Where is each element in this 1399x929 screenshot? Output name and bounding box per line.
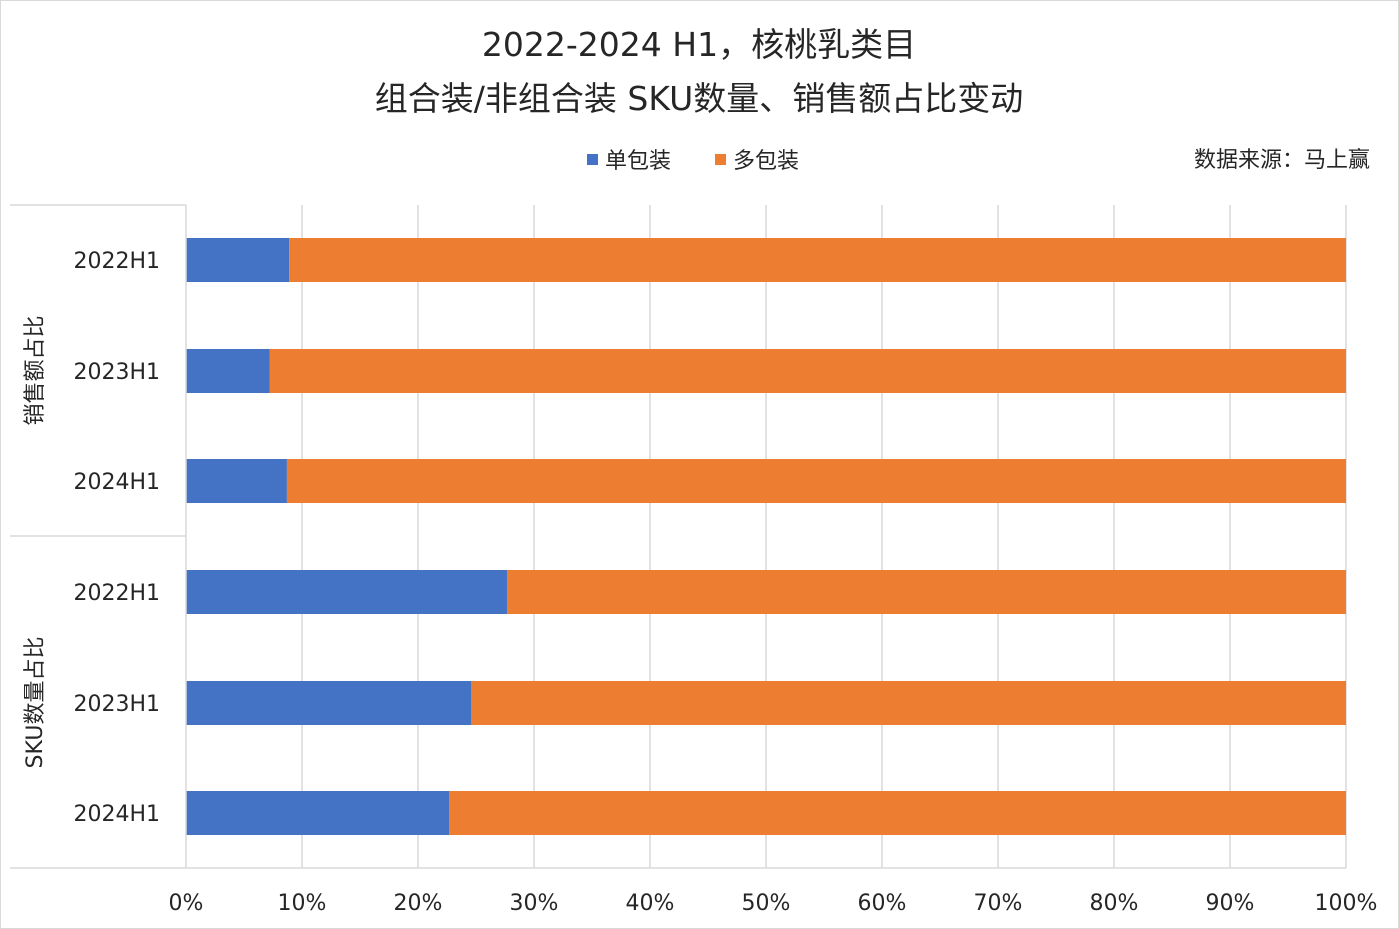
legend-swatch	[587, 154, 598, 165]
category-label: 2022H1	[73, 581, 160, 606]
bar-multi-pack	[286, 459, 1346, 503]
x-tick-label: 50%	[742, 891, 791, 916]
category-label: 2024H1	[73, 802, 160, 827]
x-tick-label: 10%	[278, 891, 327, 916]
axes: 0% 10% 20% 30% 40% 50% 60% 70% 80% 90% 100% 销售额占比 20…	[10, 204, 1378, 916]
legend-label: 单包装	[605, 149, 671, 174]
bar-single-pack	[186, 791, 450, 835]
bar-single-pack	[186, 681, 472, 725]
legend-swatch	[715, 154, 726, 165]
x-tick-label: 100%	[1315, 891, 1378, 916]
group-label: 销售额占比	[23, 315, 48, 425]
bar-multi-pack	[449, 791, 1346, 835]
bar-single-pack	[186, 349, 270, 393]
chart-title-line2: 组合装/非组合装 SKU数量、销售额占比变动	[375, 79, 1023, 118]
x-tick-label: 20%	[394, 891, 443, 916]
bar-single-pack	[186, 238, 290, 282]
bar-multi-pack	[471, 681, 1346, 725]
source-note: 数据来源：马上赢	[1194, 148, 1370, 173]
chart-title-line1: 2022-2024 H1，核桃乳类目	[482, 25, 916, 64]
legend-label: 多包装	[733, 149, 799, 174]
x-tick-label: 30%	[510, 891, 559, 916]
bars	[186, 238, 1346, 835]
x-tick-label: 80%	[1090, 891, 1139, 916]
x-tick-label: 90%	[1206, 891, 1255, 916]
bar-multi-pack	[269, 349, 1346, 393]
category-label: 2023H1	[73, 692, 160, 717]
bar-multi-pack	[507, 570, 1346, 614]
category-label: 2024H1	[73, 470, 160, 495]
bar-multi-pack	[289, 238, 1346, 282]
category-label: 2022H1	[73, 249, 160, 274]
x-tick-label: 60%	[858, 891, 907, 916]
bar-single-pack	[186, 459, 287, 503]
x-tick-label: 0%	[169, 891, 204, 916]
group-label: SKU数量占比	[23, 637, 48, 769]
gridlines	[301, 205, 1347, 868]
x-tick-label: 70%	[974, 891, 1023, 916]
legend: 单包装 多包装	[587, 149, 799, 174]
category-label: 2023H1	[73, 360, 160, 385]
x-tick-label: 40%	[626, 891, 675, 916]
bar-single-pack	[186, 570, 508, 614]
